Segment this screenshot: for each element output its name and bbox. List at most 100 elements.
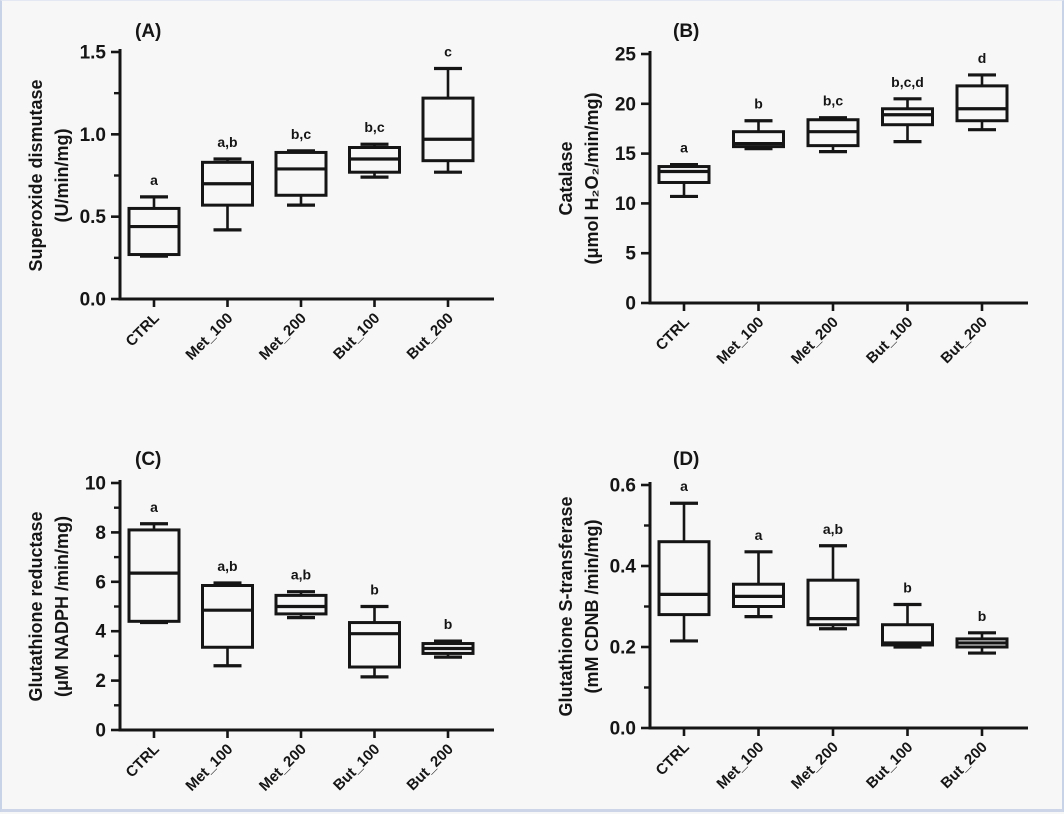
svg-text:Glutathione S-transferase: Glutathione S-transferase: [556, 496, 576, 716]
box-ctrl: a: [657, 140, 711, 199]
svg-text:But_200: But_200: [404, 741, 457, 794]
svg-text:25: 25: [615, 45, 637, 66]
box-met_200: a,b: [806, 521, 860, 631]
box-but_200: c: [421, 43, 475, 174]
svg-text:Met_200: Met_200: [256, 741, 310, 795]
significance-letters: b,c: [364, 119, 384, 135]
box-met_200: b,c: [274, 126, 328, 207]
box-but_100: b,c,d: [881, 74, 934, 144]
significance-letters: a: [150, 172, 158, 188]
svg-text:10: 10: [615, 194, 636, 215]
svg-text:0.6: 0.6: [610, 476, 636, 497]
significance-letters: b: [370, 582, 379, 598]
box-but_100: b: [881, 579, 934, 649]
box-but_100: b,c: [348, 119, 401, 179]
svg-text:CTRL: CTRL: [653, 739, 693, 779]
svg-text:Met_200: Met_200: [788, 739, 842, 793]
axes: 0 5 10 15 20 25 CTRL Met_100 Met_200 But_100 But_2…: [556, 21, 1028, 368]
svg-text:But_100: But_100: [330, 310, 383, 363]
box-but_200: d: [955, 50, 1009, 132]
svg-text:1.0: 1.0: [80, 125, 106, 146]
chart-c: 0 2 4 6 8 10 CTRL Met_100 Met_200 But_100 But_200 G…: [26, 449, 494, 795]
svg-text:(μmol H₂O₂/min/mg): (μmol H₂O₂/min/mg): [582, 92, 602, 264]
axes: 0.0 0.2 0.4 0.6 CTRL Met_100 Met_200 But_100 But…: [556, 449, 1028, 793]
box-ctrl: a: [657, 478, 711, 643]
box-met_100: a,b: [201, 558, 254, 668]
svg-text:4: 4: [95, 622, 106, 643]
svg-text:Met_100: Met_100: [182, 310, 236, 364]
significance-letters: c: [444, 43, 452, 59]
svg-text:Met_100: Met_100: [713, 739, 767, 793]
axes: 0 2 4 6 8 10 CTRL Met_100 Met_200 But_100 But_200 G…: [26, 449, 494, 795]
svg-text:But_200: But_200: [404, 310, 457, 363]
significance-letters: b,c,d: [891, 74, 924, 90]
svg-text:CTRL: CTRL: [123, 741, 163, 781]
svg-text:8: 8: [95, 523, 106, 544]
svg-text:5: 5: [625, 244, 636, 265]
box-met_100: b: [732, 96, 785, 151]
panel-catalase: 0 5 10 15 20 25 CTRL Met_100 Met_200 But_100 But_2…: [534, 1, 1062, 407]
svg-text:(mM CDNB /min/mg): (mM CDNB /min/mg): [582, 520, 602, 694]
svg-text:But_200: But_200: [938, 314, 991, 367]
svg-text:0.2: 0.2: [610, 638, 636, 659]
svg-text:0.0: 0.0: [80, 290, 106, 311]
chart-a: 0.0 0.5 1.0 1.5 CTRL Met_100 Met_200 But_100 But…: [26, 21, 494, 364]
box-met_100: a: [732, 527, 785, 619]
svg-text:15: 15: [615, 144, 637, 165]
box-ctrl: a: [127, 499, 181, 625]
svg-text:0: 0: [625, 294, 636, 315]
svg-text:2: 2: [95, 671, 106, 692]
svg-text:1.5: 1.5: [80, 43, 107, 64]
significance-letters: b,c: [291, 126, 311, 142]
panel-superoxide-dismutase: 0.0 0.5 1.0 1.5 CTRL Met_100 Met_200 But_100 But…: [2, 1, 534, 407]
svg-text:But_100: But_100: [863, 739, 916, 792]
significance-letters: b: [903, 579, 912, 595]
box-but_200: b: [421, 616, 475, 659]
significance-letters: b: [978, 608, 987, 624]
svg-text:0.4: 0.4: [610, 557, 637, 578]
svg-text:But_100: But_100: [330, 741, 383, 794]
svg-text:Met_200: Met_200: [256, 310, 310, 364]
svg-text:But_100: But_100: [863, 314, 916, 367]
svg-text:(U/min/mg): (U/min/mg): [52, 129, 72, 223]
significance-letters: a,b: [217, 558, 237, 574]
svg-text:But_200: But_200: [938, 739, 991, 792]
significance-letters: b,c: [823, 93, 843, 109]
significance-letters: a: [680, 140, 688, 156]
significance-letters: a: [680, 478, 688, 494]
svg-text:CTRL: CTRL: [653, 314, 693, 354]
box-met_200: a,b: [274, 567, 328, 620]
panel-letter: (D): [673, 449, 699, 470]
box-met_100: a,b: [201, 134, 254, 232]
panel-letter: (C): [135, 449, 161, 470]
svg-text:0.5: 0.5: [80, 207, 107, 228]
chart-d: 0.0 0.2 0.4 0.6 CTRL Met_100 Met_200 But_100 But…: [556, 449, 1028, 793]
box-ctrl: a: [127, 172, 181, 258]
panel-glutathione-s-transferase: 0.0 0.2 0.4 0.6 CTRL Met_100 Met_200 But_100 But…: [534, 407, 1062, 809]
axes: 0.0 0.5 1.0 1.5 CTRL Met_100 Met_200 But_100 But…: [26, 21, 494, 364]
significance-letters: a,b: [291, 567, 311, 583]
svg-text:20: 20: [615, 94, 636, 115]
svg-text:CTRL: CTRL: [123, 310, 163, 350]
panel-glutathione-reductase: 0 2 4 6 8 10 CTRL Met_100 Met_200 But_100 But_200 G…: [2, 407, 534, 809]
svg-text:0: 0: [95, 721, 106, 742]
box-met_200: b,c: [806, 93, 860, 154]
significance-letters: d: [978, 50, 987, 66]
svg-text:Superoxide dismutase: Superoxide dismutase: [26, 79, 46, 271]
significance-letters: b: [754, 96, 763, 112]
significance-letters: a,b: [217, 134, 237, 150]
svg-text:Met_100: Met_100: [713, 314, 767, 368]
svg-text:0.0: 0.0: [610, 719, 636, 740]
panel-letter: (B): [673, 21, 699, 42]
svg-text:Glutathione reductase: Glutathione reductase: [26, 511, 46, 701]
significance-letters: a: [755, 527, 763, 543]
significance-letters: a: [150, 499, 158, 515]
svg-text:Catalase: Catalase: [556, 141, 576, 215]
significance-letters: a,b: [823, 521, 843, 537]
box-but_200: b: [955, 608, 1009, 655]
svg-text:6: 6: [95, 572, 106, 593]
significance-letters: b: [444, 616, 453, 632]
svg-text:Met_200: Met_200: [788, 314, 842, 368]
panel-letter: (A): [135, 21, 161, 42]
